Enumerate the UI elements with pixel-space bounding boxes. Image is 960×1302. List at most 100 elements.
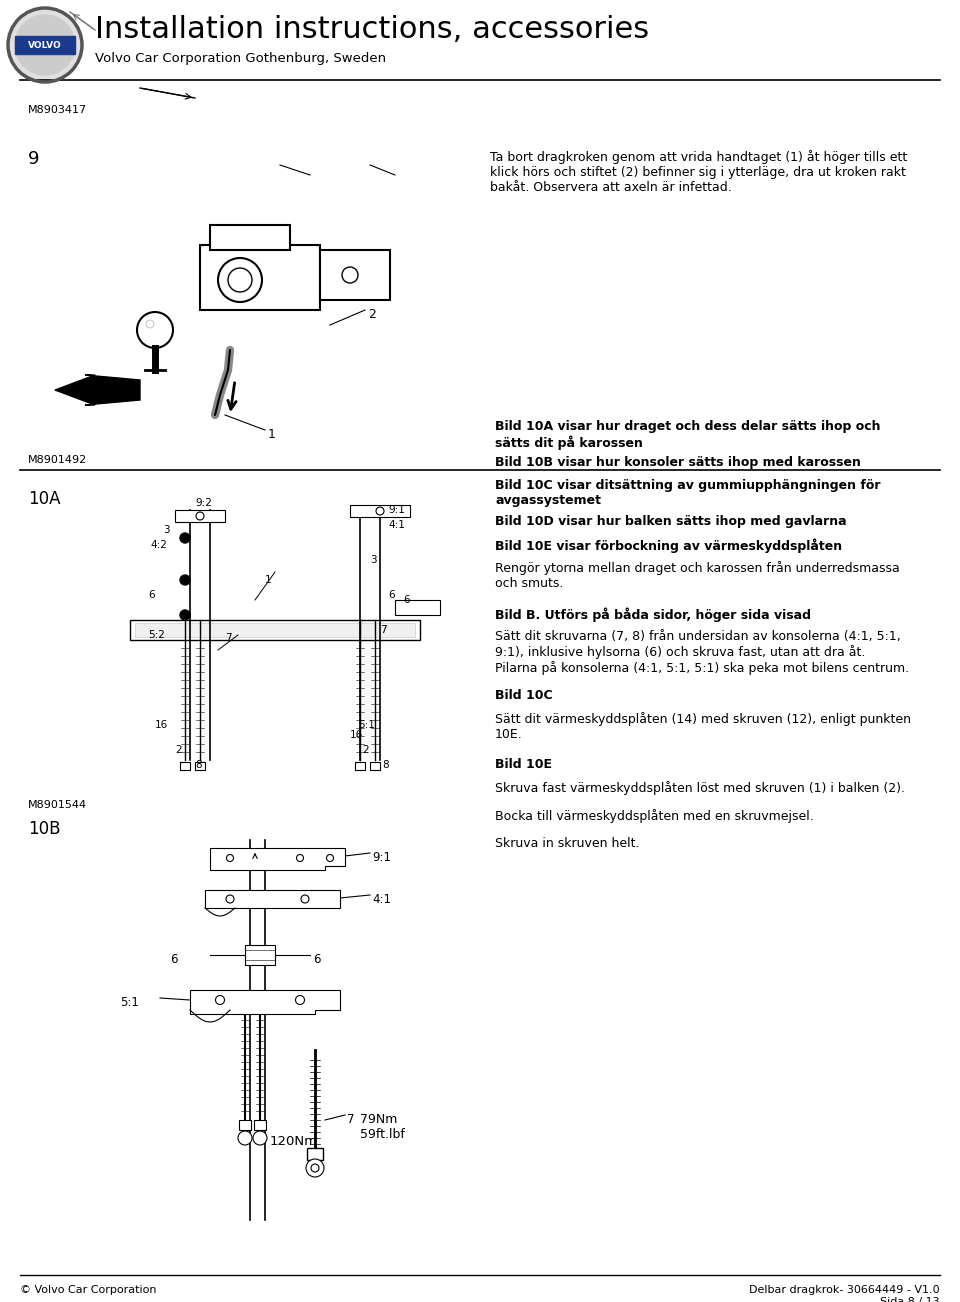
Text: 10B: 10B: [28, 820, 60, 838]
Text: VOLVO: VOLVO: [28, 40, 61, 49]
Text: 6: 6: [313, 953, 321, 966]
Text: 120Nm: 120Nm: [270, 1135, 318, 1148]
Text: M8903417: M8903417: [28, 105, 87, 115]
Text: 9: 9: [28, 150, 39, 168]
Polygon shape: [245, 945, 275, 965]
Text: Sätt dit värmeskyddsplåten (14) med skruven (12), enligt punkten
10E.: Sätt dit värmeskyddsplåten (14) med skru…: [495, 712, 911, 741]
Text: 7: 7: [225, 633, 231, 643]
Circle shape: [196, 512, 204, 519]
Text: 6: 6: [148, 590, 155, 600]
Polygon shape: [210, 848, 345, 870]
Text: Bild 10E: Bild 10E: [495, 758, 552, 771]
Bar: [370, 762, 380, 769]
Circle shape: [15, 16, 75, 76]
Text: Delbar dragkrok- 30664449 - V1.0: Delbar dragkrok- 30664449 - V1.0: [750, 1285, 940, 1295]
Circle shape: [180, 533, 190, 543]
Bar: [210, 225, 290, 250]
Circle shape: [238, 1131, 252, 1144]
Bar: [254, 1120, 266, 1130]
Text: 6: 6: [403, 595, 410, 605]
Polygon shape: [190, 990, 340, 1014]
Text: Bild 10D visar hur balken sätts ihop med gavlarna: Bild 10D visar hur balken sätts ihop med…: [495, 516, 847, 529]
Text: 16: 16: [350, 730, 363, 740]
Circle shape: [301, 894, 309, 904]
Circle shape: [228, 268, 252, 292]
Bar: [15, 36, 75, 53]
Text: Ta bort dragkroken genom att vrida handtaget (1) åt höger tills ett
klick hörs o: Ta bort dragkroken genom att vrida handt…: [490, 150, 907, 194]
Text: 9:1: 9:1: [372, 852, 391, 865]
Circle shape: [342, 267, 358, 283]
Circle shape: [215, 996, 225, 1005]
Bar: [320, 250, 390, 299]
Circle shape: [326, 854, 333, 862]
Text: 6: 6: [170, 953, 178, 966]
Text: 5:2: 5:2: [148, 630, 165, 641]
Text: M8901544: M8901544: [28, 799, 87, 810]
Text: 3: 3: [370, 555, 376, 565]
Text: Bild 10B visar hur konsoler sätts ihop med karossen: Bild 10B visar hur konsoler sätts ihop m…: [495, 456, 861, 469]
Text: 2: 2: [175, 745, 181, 755]
Text: Rengör ytorna mellan draget och karossen från underredsmassa
och smuts.: Rengör ytorna mellan draget och karossen…: [495, 561, 900, 590]
Text: 4:1: 4:1: [372, 893, 391, 906]
Text: Sida 8 / 13: Sida 8 / 13: [880, 1297, 940, 1302]
Circle shape: [296, 996, 304, 1005]
Text: 7: 7: [380, 625, 387, 635]
Circle shape: [253, 1131, 267, 1144]
Circle shape: [297, 854, 303, 862]
Bar: [195, 762, 205, 769]
Text: 10A: 10A: [28, 490, 60, 508]
Text: Bild 10A visar hur draget och dess delar sätts ihop och
sätts dit på karossen: Bild 10A visar hur draget och dess delar…: [495, 421, 880, 450]
Polygon shape: [205, 891, 340, 907]
Text: 8: 8: [195, 760, 202, 769]
Polygon shape: [175, 510, 225, 522]
Bar: [180, 762, 190, 769]
Text: 9:1: 9:1: [388, 505, 405, 516]
Circle shape: [218, 258, 262, 302]
Circle shape: [311, 1164, 319, 1172]
Text: 16: 16: [155, 720, 168, 730]
Polygon shape: [55, 375, 140, 405]
Text: Skruva fast värmeskyddsplåten löst med skruven (1) i balken (2).: Skruva fast värmeskyddsplåten löst med s…: [495, 781, 905, 796]
Polygon shape: [135, 622, 415, 637]
Circle shape: [146, 320, 154, 328]
Circle shape: [8, 8, 82, 82]
Text: 8: 8: [382, 760, 389, 769]
Text: Sätt dit skruvarna (7, 8) från undersidan av konsolerna (4:1, 5:1,
9:1), inklusi: Sätt dit skruvarna (7, 8) från undersida…: [495, 630, 909, 676]
Text: 1: 1: [268, 428, 276, 441]
Text: Bild 10E visar förbockning av värmeskyddsplåten: Bild 10E visar förbockning av värmeskydd…: [495, 538, 842, 552]
Text: 59ft.lbf: 59ft.lbf: [360, 1128, 405, 1141]
Circle shape: [226, 894, 234, 904]
Circle shape: [137, 312, 173, 348]
Text: 4:1: 4:1: [388, 519, 405, 530]
Text: 79Nm: 79Nm: [360, 1113, 397, 1126]
Text: © Volvo Car Corporation: © Volvo Car Corporation: [20, 1285, 156, 1295]
Circle shape: [180, 611, 190, 620]
Text: 2: 2: [368, 309, 376, 322]
Text: 5:1: 5:1: [120, 996, 139, 1009]
Polygon shape: [350, 505, 410, 517]
Text: 4:2: 4:2: [150, 540, 167, 549]
Bar: [200, 245, 320, 310]
Text: 1: 1: [265, 575, 272, 585]
Circle shape: [376, 506, 384, 516]
Text: 9:2: 9:2: [195, 497, 212, 508]
Circle shape: [227, 854, 233, 862]
Text: 3: 3: [163, 525, 170, 535]
Text: M8901492: M8901492: [28, 454, 87, 465]
Bar: [307, 1148, 323, 1160]
Text: Skruva in skruven helt.: Skruva in skruven helt.: [495, 837, 639, 850]
Text: 6: 6: [388, 590, 395, 600]
Text: Volvo Car Corporation Gothenburg, Sweden: Volvo Car Corporation Gothenburg, Sweden: [95, 52, 386, 65]
Text: Installation instructions, accessories: Installation instructions, accessories: [95, 16, 649, 44]
Polygon shape: [395, 600, 440, 615]
Bar: [355, 762, 365, 769]
Bar: [239, 1120, 251, 1130]
Circle shape: [180, 575, 190, 585]
Circle shape: [306, 1159, 324, 1177]
Text: Bocka till värmeskyddsplåten med en skruvmejsel.: Bocka till värmeskyddsplåten med en skru…: [495, 809, 814, 823]
Text: 5:1: 5:1: [358, 720, 374, 730]
Text: Bild 10C visar ditsättning av gummiupphängningen för
avgassystemet: Bild 10C visar ditsättning av gummiupphä…: [495, 479, 880, 506]
Text: Bild 10C: Bild 10C: [495, 689, 553, 702]
Text: Bild B. Utförs på båda sidor, höger sida visad: Bild B. Utförs på båda sidor, höger sida…: [495, 607, 811, 621]
Text: 2: 2: [362, 745, 369, 755]
